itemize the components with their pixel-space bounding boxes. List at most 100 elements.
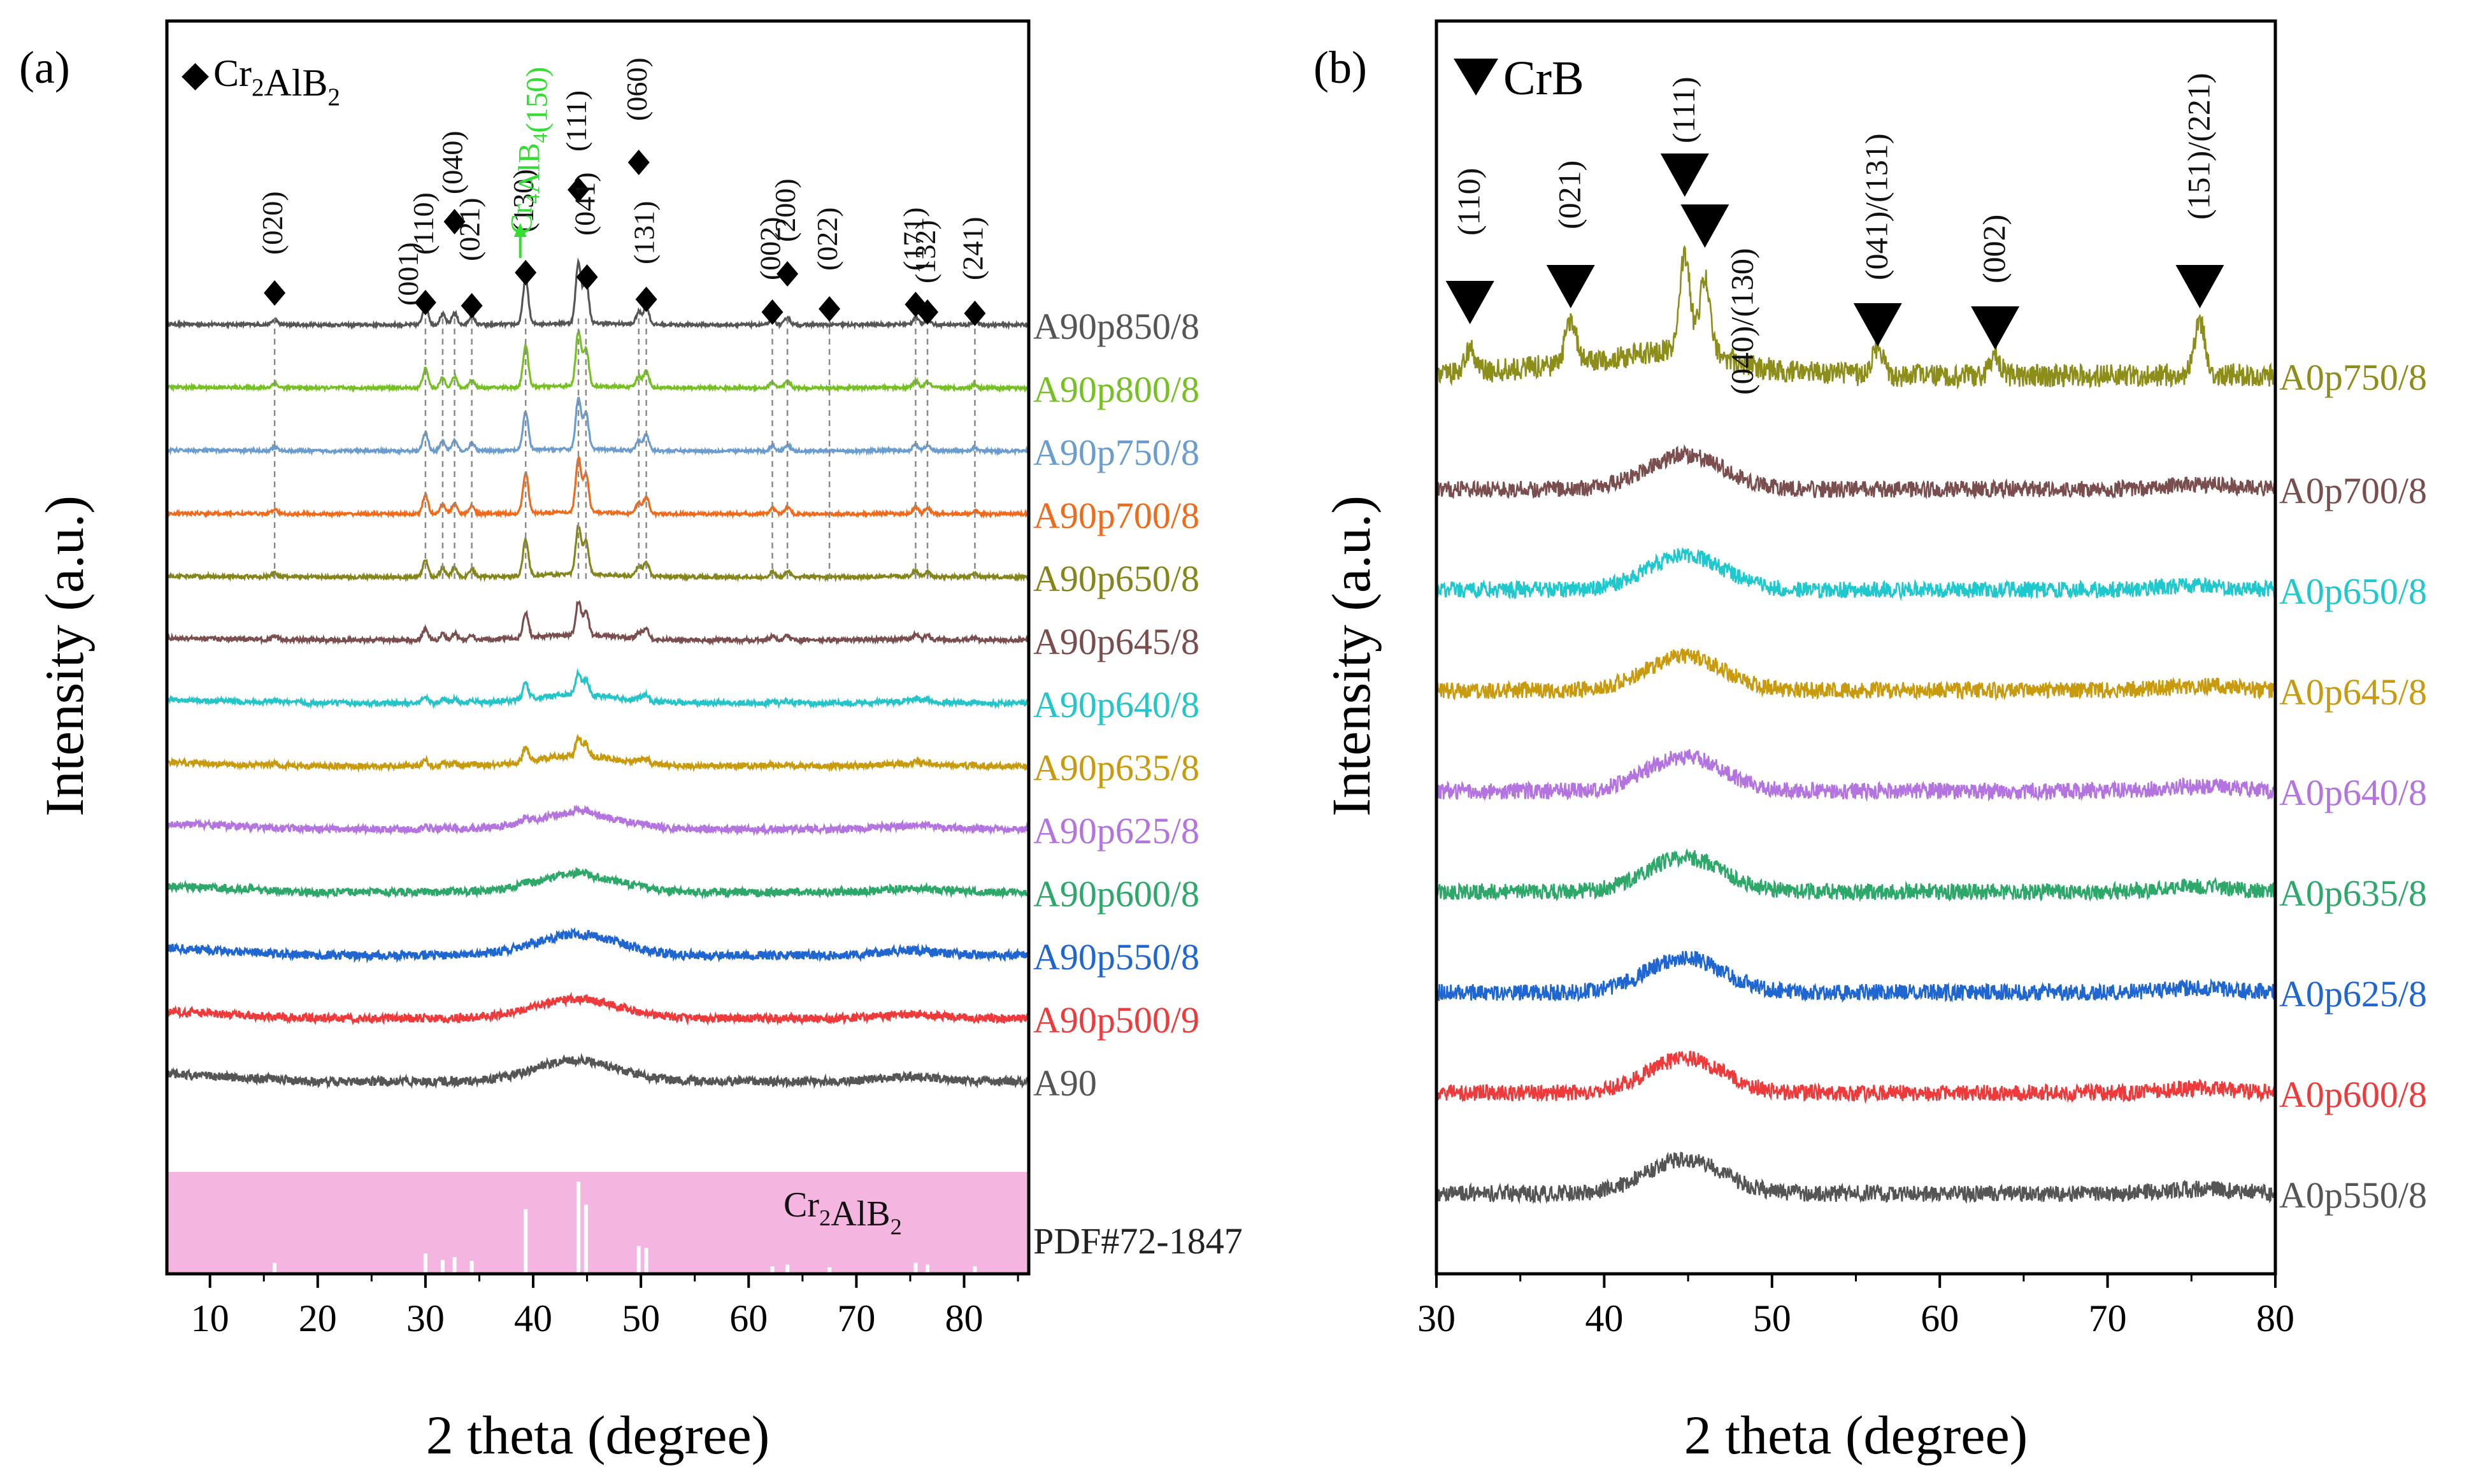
- series-label-A90p550/8: A90p550/8: [1033, 936, 1199, 978]
- series-trace-A0p635/8: [1435, 848, 2277, 903]
- y-axis-title: Intensity (a.u.): [1320, 496, 1382, 817]
- x-tick-label: 30: [1417, 1297, 1456, 1339]
- x-axis-title: 2 theta (degree): [1684, 1404, 2028, 1466]
- series-trace-A90p645/8: [166, 600, 1030, 646]
- series-trace-A0p645/8: [1435, 647, 2277, 702]
- series-trace-A90p800/8: [166, 329, 1030, 394]
- series-label-A0p645/8: A0p645/8: [2279, 671, 2427, 713]
- diamond-marker: [627, 150, 650, 175]
- peak-label-(002): (002): [1976, 215, 2012, 283]
- reference-line: [827, 1267, 832, 1274]
- reference-pdf-label: PDF#72-1847: [1033, 1220, 1243, 1262]
- peak-label-(040)/(130): (040)/(130): [1724, 248, 1759, 396]
- series-label-A90p850/8: A90p850/8: [1033, 306, 1199, 347]
- panel-label: (a): [19, 42, 70, 93]
- series-trace-A90p625/8: [166, 804, 1030, 836]
- legend-phase-label: Cr2AlB2: [213, 52, 340, 111]
- series-trace-A90p750/8: [166, 396, 1029, 457]
- legend-phase-label: CrB: [1503, 52, 1584, 105]
- series-trace-A0p600/8: [1435, 1050, 2277, 1104]
- peak-label-(110): (110): [1451, 168, 1487, 236]
- reference-line: [913, 1262, 918, 1274]
- peak-label-(001): (001): [392, 242, 424, 306]
- legend-triangle-icon: [1454, 59, 1498, 96]
- series-label-A0p640/8: A0p640/8: [2279, 772, 2427, 813]
- reference-line: [273, 1262, 277, 1274]
- secondary-phase-arrowhead: [513, 223, 527, 237]
- x-tick-label: 80: [945, 1297, 984, 1339]
- series-label-A90p750/8: A90p750/8: [1033, 432, 1199, 473]
- diamond-marker: [819, 296, 841, 322]
- series-trace-A0p625/8: [1435, 950, 2277, 1003]
- x-tick-label: 50: [622, 1297, 660, 1339]
- triangle-marker: [1853, 303, 1902, 346]
- triangle-marker: [1660, 153, 1709, 197]
- peak-label-(110): (110): [407, 192, 440, 255]
- reference-line: [636, 1246, 641, 1274]
- reference-line: [469, 1260, 474, 1274]
- series-label-A0p600/8: A0p600/8: [2279, 1074, 2427, 1115]
- series-label-A90p500/9: A90p500/9: [1033, 999, 1199, 1041]
- peak-label-(021): (021): [1552, 161, 1587, 229]
- series-trace-A0p650/8: [1435, 546, 2277, 601]
- peak-label-(200): (200): [769, 178, 801, 242]
- panel-label: (b): [1313, 42, 1367, 93]
- peak-label-(130): (130): [507, 169, 540, 232]
- diamond-marker: [414, 290, 436, 315]
- reference-line: [440, 1260, 445, 1274]
- series-label-A0p635/8: A0p635/8: [2279, 873, 2427, 914]
- x-tick-label: 80: [2256, 1297, 2294, 1339]
- series-label-A90p650/8: A90p650/8: [1033, 558, 1199, 599]
- peak-label-(022): (022): [811, 207, 843, 271]
- panel-b: A0p750/8 A0p700/8 A0p650/8 A0p645/8 A0p640/8…: [1313, 19, 2427, 1466]
- reference-band: [167, 1172, 1029, 1274]
- peak-label-(021): (021): [454, 197, 486, 261]
- series-label-A0p650/8: A0p650/8: [2279, 571, 2427, 612]
- series-trace-A90p600/8: [166, 866, 1030, 900]
- diamond-marker: [917, 299, 939, 325]
- series-label-A90p800/8: A90p800/8: [1033, 369, 1199, 410]
- x-tick-label: 70: [837, 1297, 875, 1339]
- diamond-marker: [568, 177, 590, 203]
- series-label-A90p625/8: A90p625/8: [1033, 810, 1199, 852]
- reference-line: [452, 1257, 457, 1274]
- series-trace-A90p650/8: [166, 524, 1030, 583]
- peak-label-(151)/(221): (151)/(221): [2180, 73, 2216, 220]
- peak-label-(111): (111): [560, 90, 592, 152]
- series-label-A90: A90: [1033, 1062, 1097, 1104]
- plot-frame: [165, 19, 1031, 1276]
- peak-label-(111): (111): [1666, 76, 1701, 143]
- x-tick-label: 60: [1921, 1297, 1959, 1339]
- series-trace-A0p640/8: [1435, 749, 2277, 803]
- reference-phase-label: Cr2AlB2: [784, 1185, 902, 1239]
- diamond-marker: [515, 260, 537, 285]
- peak-label-(020): (020): [256, 191, 289, 255]
- x-tick-label: 60: [729, 1297, 768, 1339]
- x-tick-label: 10: [191, 1297, 229, 1339]
- legend-marker: ◆: [182, 55, 209, 94]
- peak-label-(040): (040): [436, 131, 469, 194]
- secondary-phase-label: Cr4AlB4(150): [505, 67, 554, 234]
- x-tick-label: 20: [299, 1297, 337, 1339]
- peak-label-(131): (131): [628, 201, 661, 264]
- series-trace-A90p550/8: [166, 927, 1030, 964]
- series-trace-A0p550/8: [1435, 1151, 2277, 1204]
- series-label-A90p645/8: A90p645/8: [1033, 621, 1199, 662]
- series-trace-A90p700/8: [166, 455, 1030, 520]
- triangle-marker: [1680, 204, 1729, 248]
- x-tick-label: 70: [2089, 1297, 2127, 1339]
- series-label-A0p750/8: A0p750/8: [2279, 357, 2427, 398]
- reference-line: [770, 1266, 775, 1274]
- diamond-marker: [443, 209, 466, 234]
- x-tick-label: 50: [1753, 1297, 1791, 1339]
- peak-label-(060): (060): [620, 57, 653, 121]
- reference-line: [785, 1264, 790, 1274]
- x-tick-label: 30: [406, 1297, 445, 1339]
- panel-a: Cr2AlB2 PDF#72-1847 A90p850/8 A90p800/8 A90p…: [19, 19, 1243, 1466]
- diamond-marker: [776, 261, 799, 287]
- reference-line: [524, 1209, 528, 1274]
- x-tick-label: 40: [514, 1297, 552, 1339]
- series-trace-A90p640/8: [166, 668, 1029, 710]
- peak-label-(241): (241): [956, 217, 989, 280]
